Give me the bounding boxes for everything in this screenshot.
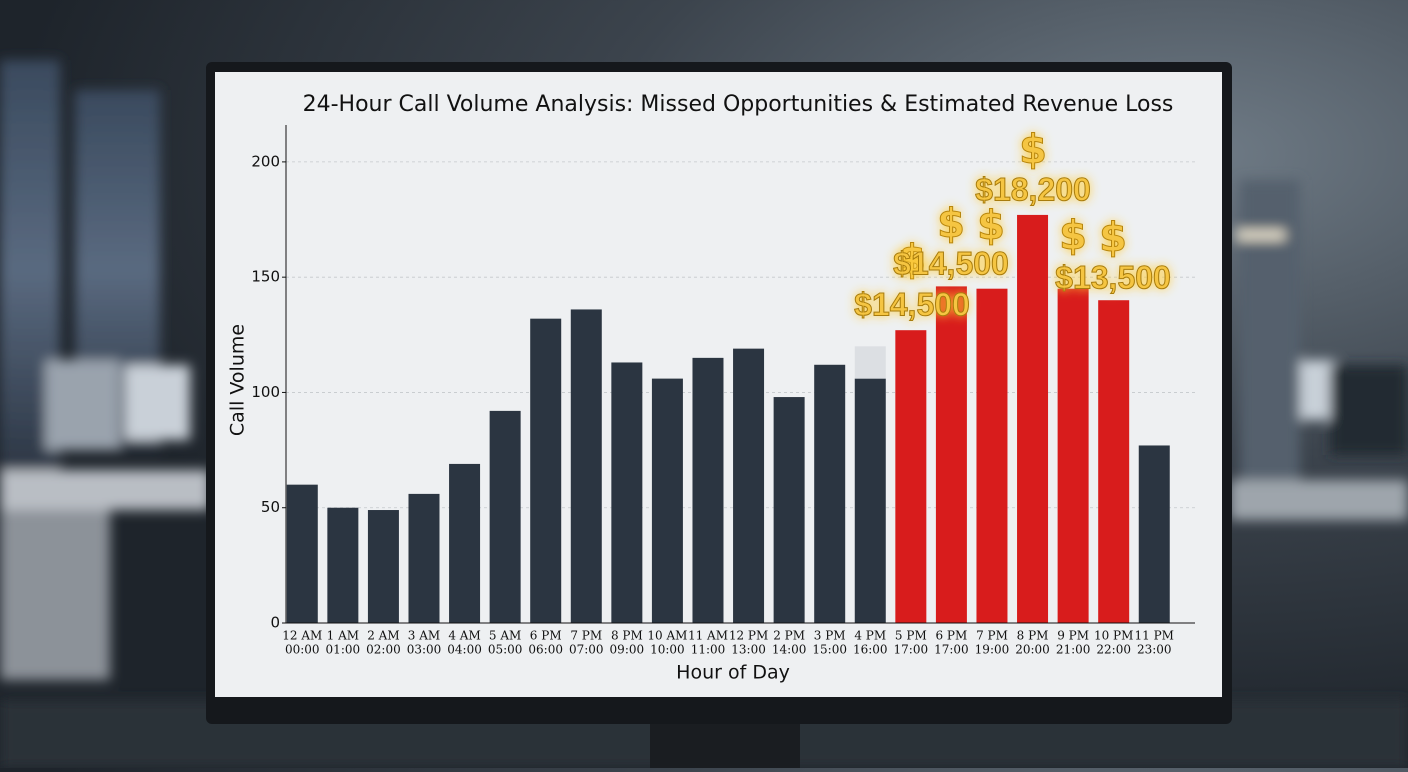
- x-tick-label: 4 PM: [854, 629, 886, 643]
- x-tick-label: 12 PM: [729, 629, 768, 643]
- x-tick-label: 10 PM: [1094, 629, 1133, 643]
- bar: [408, 493, 440, 623]
- y-tick-label: 50: [261, 498, 280, 516]
- x-tick-label: 01:00: [326, 643, 361, 657]
- x-tick-label: 6 PM: [935, 629, 967, 643]
- bar: [773, 397, 805, 623]
- x-tick-label: 4 AM: [448, 629, 480, 643]
- x-tick-label: 16:00: [853, 643, 888, 657]
- revenue-annotation: $14,500: [854, 286, 970, 322]
- bar: [854, 378, 886, 623]
- bar: [976, 288, 1008, 623]
- x-tick-label: 17:00: [934, 643, 969, 657]
- x-tick-label: 13:00: [731, 643, 766, 657]
- chart-title: 24-Hour Call Volume Analysis: Missed Opp…: [303, 92, 1174, 117]
- x-tick-label: 20:00: [1015, 643, 1050, 657]
- x-tick-label: 00:00: [285, 643, 320, 657]
- bar: [1057, 288, 1089, 623]
- x-tick-label: 6 PM: [530, 629, 562, 643]
- x-tick-label: 7 PM: [976, 629, 1008, 643]
- bar: [895, 330, 927, 623]
- x-tick-label: 3 PM: [814, 629, 846, 643]
- bar: [327, 507, 359, 623]
- bar: [489, 410, 521, 623]
- bar: [1138, 445, 1170, 623]
- x-tick-label: 05:00: [488, 643, 523, 657]
- x-tick-label: 09:00: [610, 643, 645, 657]
- x-tick-label: 10:00: [650, 643, 685, 657]
- x-tick-label: 3 AM: [408, 629, 440, 643]
- revenue-annotation: $13,500: [1055, 259, 1171, 295]
- x-tick-label: 5 AM: [489, 629, 521, 643]
- x-tick-label: 23:00: [1137, 643, 1172, 657]
- y-tick-label: 0: [270, 614, 280, 632]
- dollar-icon: $: [1019, 127, 1047, 173]
- bar: [570, 309, 602, 623]
- x-tick-label: 19:00: [975, 643, 1010, 657]
- x-tick-label: 03:00: [407, 643, 442, 657]
- x-tick-label: 11:00: [691, 643, 726, 657]
- x-tick-label: 15:00: [812, 643, 847, 657]
- x-tick-label: 10 AM: [647, 629, 687, 643]
- bar: [814, 364, 846, 623]
- x-tick-label: 07:00: [569, 643, 604, 657]
- dollar-icon: $: [937, 201, 965, 247]
- bar: [286, 484, 318, 623]
- dollar-icon: $: [898, 237, 926, 283]
- x-tick-label: 14:00: [772, 643, 807, 657]
- x-tick-label: 1 AM: [327, 629, 359, 643]
- x-tick-label: 7 PM: [570, 629, 602, 643]
- bar: [651, 378, 683, 623]
- revenue-annotation: $14,500: [893, 245, 1009, 281]
- y-axis-label: Call Volume: [227, 324, 249, 436]
- y-tick-label: 200: [251, 152, 280, 170]
- x-tick-label: 8 PM: [1017, 629, 1049, 643]
- dollar-icon: $: [977, 203, 1005, 249]
- bar: [935, 286, 967, 623]
- dollar-icon: $: [1059, 213, 1087, 259]
- x-tick-label: 11 AM: [688, 629, 728, 643]
- bar: [854, 346, 886, 379]
- y-tick-label: 150: [251, 268, 280, 286]
- x-tick-label: 12 AM: [282, 629, 322, 643]
- x-axis-label: Hour of Day: [676, 662, 790, 684]
- bar: [1017, 214, 1049, 623]
- x-tick-label: 02:00: [366, 643, 401, 657]
- x-tick-label: 9 PM: [1057, 629, 1089, 643]
- bar: [1098, 300, 1130, 623]
- bar: [530, 318, 562, 623]
- x-tick-label: 2 AM: [367, 629, 399, 643]
- x-tick-label: 04:00: [447, 643, 482, 657]
- x-tick-label: 11 PM: [1135, 629, 1174, 643]
- bar: [449, 463, 481, 623]
- dollar-icon: $: [1099, 215, 1127, 261]
- x-tick-label: 8 PM: [611, 629, 643, 643]
- x-tick-label: 21:00: [1056, 643, 1091, 657]
- bar: [733, 348, 765, 623]
- x-tick-label: 22:00: [1096, 643, 1131, 657]
- bar: [367, 510, 399, 623]
- x-tick-label: 5 PM: [895, 629, 927, 643]
- x-tick-label: 17:00: [894, 643, 929, 657]
- bar: [611, 362, 643, 623]
- revenue-annotation: $18,200: [975, 171, 1091, 207]
- x-tick-label: 06:00: [528, 643, 563, 657]
- y-tick-label: 100: [251, 383, 280, 401]
- bar: [692, 357, 724, 623]
- x-tick-label: 2 PM: [773, 629, 805, 643]
